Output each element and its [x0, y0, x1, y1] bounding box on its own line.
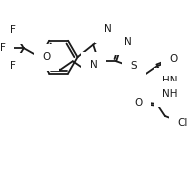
Text: N: N [124, 37, 131, 47]
Text: F: F [10, 25, 16, 35]
Text: O: O [134, 98, 142, 108]
Text: NH: NH [162, 89, 178, 99]
Text: N: N [103, 24, 111, 34]
Text: N: N [90, 60, 97, 70]
Text: Cl: Cl [178, 118, 188, 128]
Text: O: O [43, 52, 51, 62]
Text: F: F [10, 61, 16, 71]
Text: S: S [131, 61, 137, 71]
Text: HN: HN [162, 76, 178, 86]
Text: F: F [0, 43, 6, 53]
Text: O: O [170, 54, 178, 64]
